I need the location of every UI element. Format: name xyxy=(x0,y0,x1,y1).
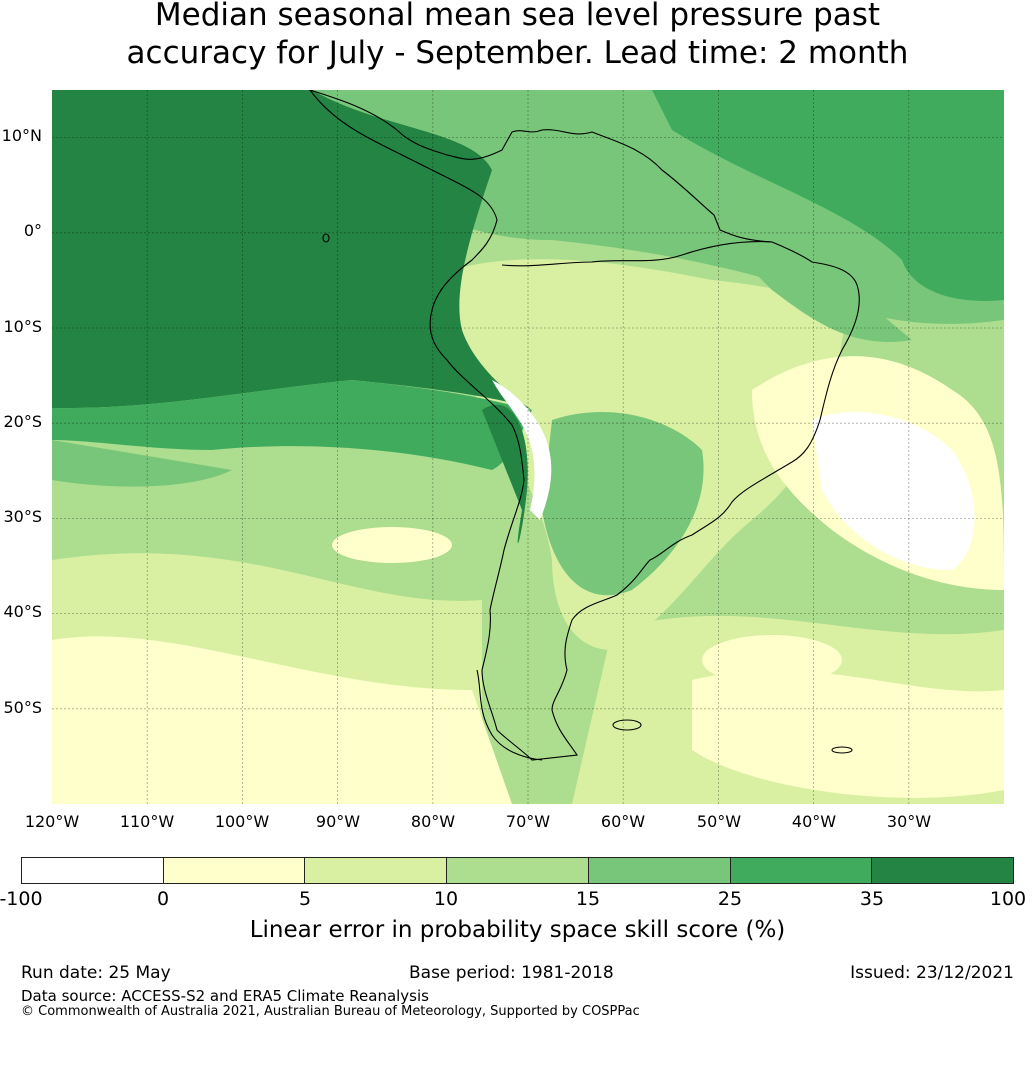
lon-label-120w: 120°W xyxy=(24,812,80,831)
colorbar-segment-5 xyxy=(588,858,731,883)
colorbar-label: Linear error in probability space skill … xyxy=(249,917,786,943)
colorbar-tick: 35 xyxy=(859,888,885,910)
south-georgia xyxy=(831,746,853,754)
lon-label-110w: 110°W xyxy=(119,812,175,831)
colorbar xyxy=(21,857,1014,884)
colorbar-segment-4 xyxy=(447,858,589,883)
lat-label-40s: 40°S xyxy=(3,602,42,621)
falkland-islands xyxy=(612,719,642,731)
field-patch-1 xyxy=(702,635,842,685)
run-date: Run date: 25 May xyxy=(21,963,171,983)
lat-label-0: 0° xyxy=(23,221,42,240)
lat-label-10s: 10°S xyxy=(3,317,42,336)
colorbar-tick: 15 xyxy=(575,888,601,910)
data-source: Data source: ACCESS-S2 and ERA5 Climate … xyxy=(21,987,429,1005)
field-pacific-mid xyxy=(52,380,532,470)
field-andes-white xyxy=(492,380,552,520)
lat-label-30s: 30°S xyxy=(3,507,42,526)
colorbar-segment-2 xyxy=(163,858,306,883)
colorbar-tick: 10 xyxy=(433,888,459,910)
colorbar-tick: 0 xyxy=(156,888,170,910)
field-pacific-band xyxy=(52,440,232,487)
skill-score-map xyxy=(52,90,1004,804)
copyright: © Commonwealth of Australia 2021, Austra… xyxy=(21,1004,640,1019)
colorbar-tick: -100 xyxy=(0,888,43,910)
lat-label-50s: 50°S xyxy=(3,698,42,717)
field-north-atlantic xyxy=(652,90,1004,301)
map-title-line-2: accuracy for July - September. Lead time… xyxy=(126,35,909,71)
colorbar-segment-3 xyxy=(305,858,448,883)
coastline-americas xyxy=(309,90,860,761)
lon-label-70w: 70°W xyxy=(505,812,551,831)
field-south-west-low xyxy=(52,636,512,804)
field-pacific-dark xyxy=(52,90,532,410)
patagonia-islands xyxy=(476,669,543,761)
colorbar-segment-7 xyxy=(872,858,1014,883)
colorbar-segment-1 xyxy=(22,858,164,883)
lon-label-100w: 100°W xyxy=(214,812,270,831)
galapagos xyxy=(322,233,330,243)
map-title-line-1: Median seasonal mean sea level pressure … xyxy=(154,0,881,33)
base-period: Base period: 1981-2018 xyxy=(409,963,614,983)
colorbar-tick: 5 xyxy=(298,888,312,910)
lat-label-10n: 10°N xyxy=(1,126,42,145)
field-north-coast xyxy=(672,170,912,342)
lon-label-80w: 80°W xyxy=(410,812,456,831)
field-chile-coast xyxy=(482,404,528,544)
lon-label-90w: 90°W xyxy=(315,812,361,831)
lon-label-60w: 60°W xyxy=(600,812,646,831)
issued-date: Issued: 23/12/2021 xyxy=(850,963,1014,983)
field-patch-2 xyxy=(332,527,452,563)
lon-label-30w: 30°W xyxy=(886,812,932,831)
field-south-east-low xyxy=(692,670,1004,798)
lon-label-40w: 40°W xyxy=(791,812,837,831)
amazon-river xyxy=(501,241,773,267)
lat-label-20s: 20°S xyxy=(3,412,42,431)
colorbar-tick: 25 xyxy=(717,888,743,910)
colorbar-tick: 100 xyxy=(989,888,1027,910)
gridlines xyxy=(52,90,1004,804)
skill-fields xyxy=(52,90,1004,804)
field-east-atlantic-white xyxy=(812,411,975,570)
colorbar-segment-6 xyxy=(730,858,873,883)
lon-label-50w: 50°W xyxy=(696,812,742,831)
coastlines xyxy=(309,90,860,761)
field-interior-mid xyxy=(542,411,704,596)
